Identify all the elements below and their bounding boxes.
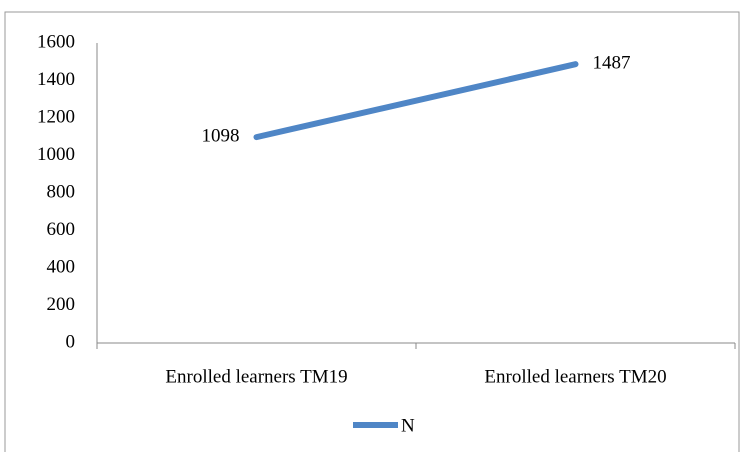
data-label: 1487 (593, 53, 631, 74)
x-tick-label: Enrolled learners TM19 (165, 366, 347, 387)
data-line (253, 61, 579, 141)
y-tick-label: 1200 (37, 106, 75, 127)
y-tick-label: 0 (66, 331, 76, 352)
y-tick-label: 400 (47, 256, 76, 277)
y-tick-label: 1000 (37, 144, 75, 165)
y-tick-label: 800 (47, 181, 76, 202)
y-tick-label: 1400 (37, 69, 75, 90)
legend-label: N (401, 415, 415, 436)
x-tick-label: Enrolled learners TM20 (484, 366, 666, 387)
y-tick-label: 200 (47, 294, 76, 315)
data-label: 1098 (202, 125, 240, 146)
chart-frame (4, 11, 740, 452)
y-tick-label: 600 (47, 219, 76, 240)
y-tick-label: 1600 (37, 31, 75, 52)
